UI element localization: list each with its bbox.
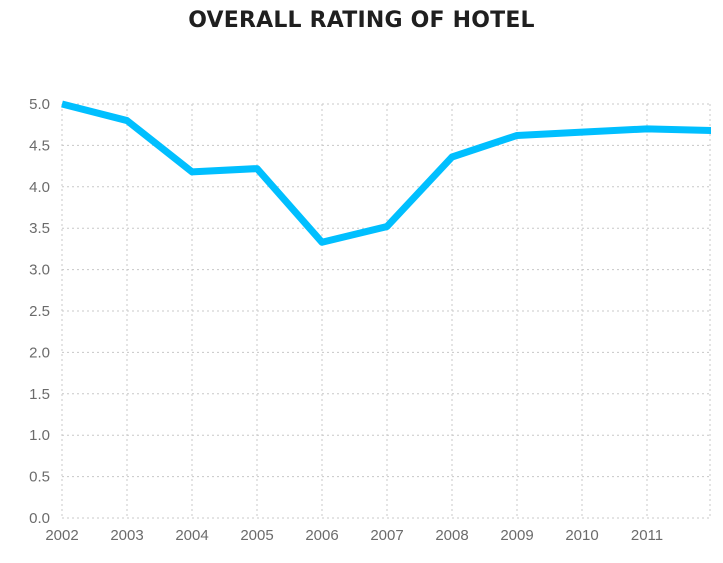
- y-tick-label: 3.0: [29, 262, 50, 279]
- y-tick-label: 5.0: [29, 96, 50, 113]
- x-tick-label: 2005: [240, 527, 273, 544]
- y-tick-label: 0.5: [29, 469, 50, 486]
- y-tick-label: 3.5: [29, 220, 50, 237]
- x-tick-label: 2004: [175, 527, 208, 544]
- series-line: [61, 100, 711, 246]
- series-layer: [61, 100, 711, 246]
- x-tick-label: 2010: [565, 527, 598, 544]
- x-tick-label: 2011: [631, 527, 663, 544]
- y-tick-label: 4.5: [29, 137, 50, 154]
- x-tick-label: 2003: [110, 527, 143, 544]
- y-tick-label: 2.5: [29, 303, 50, 320]
- grid: [61, 103, 711, 519]
- y-tick-label: 4.0: [29, 179, 50, 196]
- x-tick-label: 2006: [305, 527, 338, 544]
- x-tick-label: 2002: [45, 527, 78, 544]
- y-tick-label: 2.0: [29, 344, 50, 361]
- y-tick-label: 1.0: [29, 427, 50, 444]
- x-tick-label: 2007: [370, 527, 403, 544]
- y-tick-label: 0.0: [29, 510, 50, 527]
- x-tick-label: 2008: [435, 527, 468, 544]
- chart-title: OVERALL RATING OF HOTEL: [188, 8, 535, 33]
- y-tick-label: 1.5: [29, 386, 50, 403]
- x-tick-label: 2009: [500, 527, 533, 544]
- axis-ticks: 0.0 0.5 1.0 1.5 2.0 2.5 3.0 3.5 4.0 4.5 5.0 2002 200…: [29, 96, 663, 544]
